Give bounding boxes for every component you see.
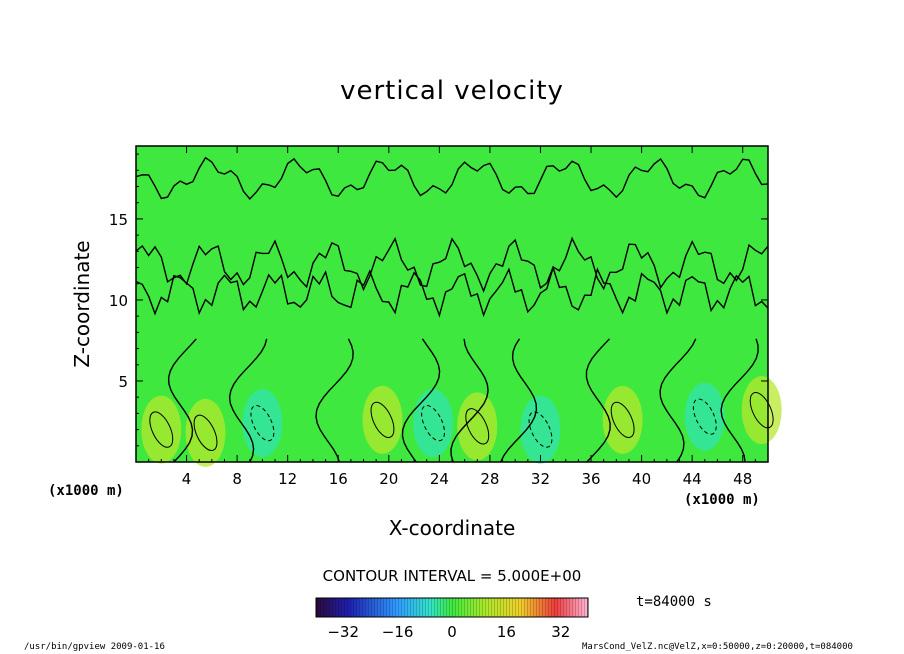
y-axis-label: Z-coordinate bbox=[70, 240, 94, 368]
contour-negative-8 bbox=[692, 398, 717, 435]
time-label: t=84000 s bbox=[636, 594, 712, 610]
x-axis-label: X-coordinate bbox=[388, 516, 516, 540]
plume-contour-5 bbox=[500, 338, 538, 463]
velocity-cell-6 bbox=[520, 395, 561, 464]
zero-contour-upper bbox=[135, 236, 769, 293]
contour-interval-text: CONTOUR INTERVAL = 5.000E+00 bbox=[322, 567, 582, 585]
velocity-cell-1 bbox=[185, 398, 226, 467]
y-unit-label: (x1000 m) bbox=[48, 483, 124, 499]
colorbar-stripes bbox=[316, 598, 588, 617]
x-tick-label-2: 12 bbox=[278, 470, 297, 488]
contour-positive-9 bbox=[749, 392, 774, 429]
x-tick-label-9: 40 bbox=[632, 470, 651, 488]
contour-negative-2 bbox=[250, 404, 275, 442]
velocity-cell-3 bbox=[362, 385, 403, 454]
x-tick-label-10: 44 bbox=[683, 470, 702, 488]
contour-positive-7 bbox=[610, 401, 635, 439]
x-tick-label-7: 32 bbox=[531, 470, 550, 488]
contour-lines bbox=[135, 156, 774, 463]
footer-right: MarsCond_VelZ.nc@VelZ,x=0:50000,z=0:2000… bbox=[582, 642, 853, 652]
velocity-cell-4 bbox=[413, 389, 454, 458]
zero-contour-top bbox=[135, 156, 769, 200]
contour-negative-4 bbox=[421, 404, 445, 442]
zero-contour-middle bbox=[135, 265, 769, 318]
velocity-cell-5 bbox=[457, 392, 498, 461]
contour-negative-6 bbox=[528, 411, 553, 448]
colorbar-frame bbox=[315, 597, 589, 618]
contour-positive-1 bbox=[193, 414, 218, 451]
velocity-cell-2 bbox=[242, 389, 283, 458]
x-tick-label-4: 20 bbox=[379, 470, 398, 488]
x-tick-label-8: 36 bbox=[581, 470, 600, 488]
x-tick-label-11: 48 bbox=[733, 470, 752, 488]
plume-contour-8 bbox=[720, 338, 759, 463]
plume-contour-2 bbox=[315, 338, 354, 463]
velocity-cell-9 bbox=[741, 376, 782, 445]
colorbar-tick-label-1: −16 bbox=[382, 623, 414, 641]
colorbar-tick-label-0: −32 bbox=[327, 623, 359, 641]
x-tick-label-1: 8 bbox=[232, 470, 242, 488]
colorbar-tick-label-3: 16 bbox=[497, 623, 516, 641]
plume-contour-4 bbox=[450, 338, 489, 463]
footer-left: /usr/bin/gpview 2009-01-16 bbox=[24, 642, 165, 652]
y-tick-label-0: 5 bbox=[118, 373, 128, 391]
x-tick-label-0: 4 bbox=[182, 470, 192, 488]
plume-contour-3 bbox=[401, 338, 441, 463]
colorbar-tick-label-2: 0 bbox=[447, 623, 457, 641]
contour-positive-5 bbox=[465, 408, 490, 445]
chart-title: vertical velocity bbox=[340, 76, 564, 106]
velocity-cell-8 bbox=[684, 382, 725, 451]
velocity-cell-7 bbox=[602, 385, 643, 454]
contour-positive-0 bbox=[149, 411, 174, 448]
x-unit-label: (x1000 m) bbox=[684, 492, 760, 508]
plume-contour-6 bbox=[585, 338, 611, 463]
plume-contour-7 bbox=[659, 338, 697, 463]
plot-area bbox=[136, 146, 782, 467]
colorbar: −32 −16 0 16 32 bbox=[315, 597, 589, 641]
velocity-cell-0 bbox=[141, 395, 182, 464]
x-tick-label-3: 16 bbox=[329, 470, 348, 488]
contour-positive-3 bbox=[370, 401, 395, 439]
y-tick-label-2: 15 bbox=[109, 211, 128, 229]
plume-contour-0 bbox=[167, 338, 197, 463]
field-background bbox=[136, 146, 768, 462]
x-tick-label-5: 24 bbox=[430, 470, 449, 488]
plume-contour-1 bbox=[228, 338, 268, 463]
colorbar-tick-label-4: 32 bbox=[551, 623, 570, 641]
x-tick-label-6: 28 bbox=[480, 470, 499, 488]
y-tick-label-1: 10 bbox=[109, 292, 128, 310]
